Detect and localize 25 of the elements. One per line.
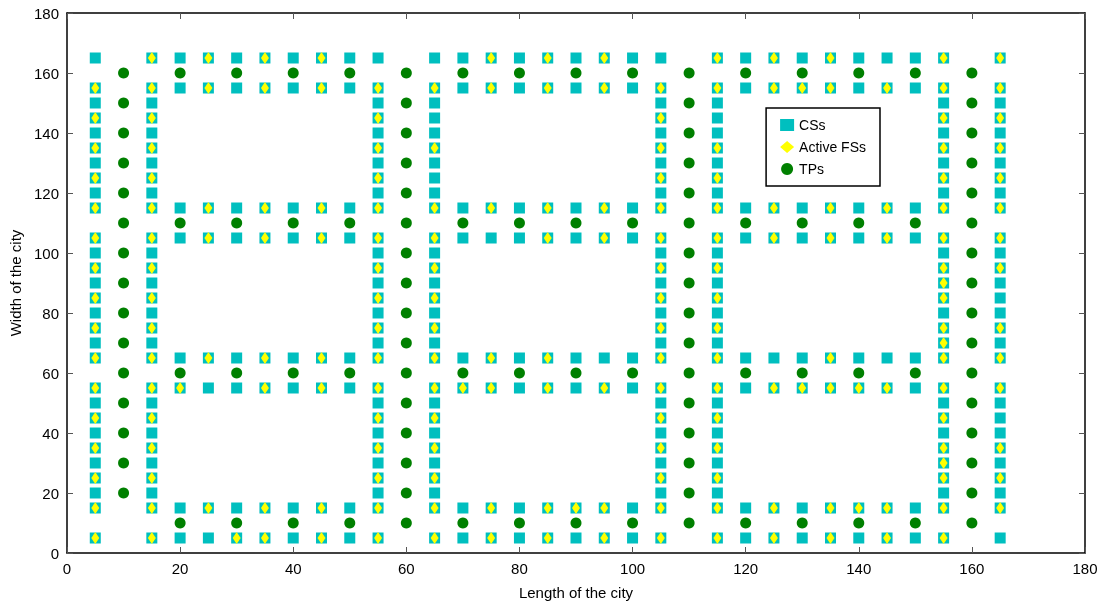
y-tick-label: 0 <box>50 544 59 562</box>
y-tick-label: 100 <box>33 244 59 262</box>
x-axis-title: Length of the city <box>518 584 634 601</box>
y-tick-label: 40 <box>42 424 59 442</box>
y-tick-label: 160 <box>33 64 59 82</box>
y-tick-label: 20 <box>42 484 59 502</box>
x-tick-label: 80 <box>511 560 528 577</box>
legend-label: TPs <box>799 161 824 177</box>
legend-label: CSs <box>799 117 826 133</box>
x-tick-label: 60 <box>397 560 415 577</box>
y-tick-label: 180 <box>33 4 59 22</box>
y-tick-label: 60 <box>42 364 59 382</box>
y-tick-label: 80 <box>42 304 59 322</box>
legend-label: Active FSs <box>799 139 866 155</box>
y-tick-label: 140 <box>33 124 59 142</box>
x-tick-label: 0 <box>62 560 72 577</box>
x-tick-label: 20 <box>171 560 189 577</box>
x-tick-label: 120 <box>733 560 759 577</box>
y-tick-label: 120 <box>33 184 59 202</box>
x-tick-label: 100 <box>620 560 646 577</box>
x-tick-label: 140 <box>846 560 872 577</box>
x-tick-label: 40 <box>284 560 302 577</box>
x-tick-label: 160 <box>959 560 985 577</box>
y-axis-title: Width of the city <box>7 229 25 337</box>
x-tick-label: 180 <box>1072 560 1098 577</box>
